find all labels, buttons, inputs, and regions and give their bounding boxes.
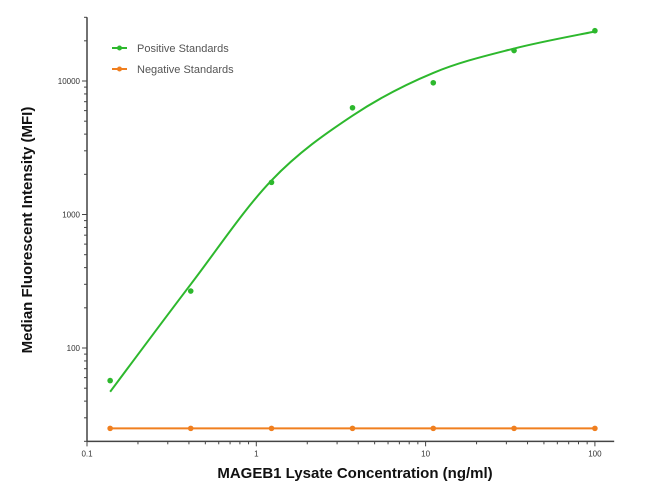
positive-fit-curve (109, 30, 596, 393)
positive-point (511, 47, 517, 54)
y-tick-label: 100 (67, 344, 81, 353)
y-tick-label: 10000 (58, 77, 81, 86)
positive-point (268, 179, 275, 186)
x-tick-label: 10 (421, 449, 430, 458)
negative-point (187, 425, 194, 432)
negative-point (107, 425, 113, 432)
legend-negative-marker (117, 66, 122, 72)
negative-point (430, 425, 437, 432)
negative-point (349, 425, 356, 432)
negative-point (511, 425, 517, 432)
legend-negative-label: Negative Standards (137, 64, 234, 76)
x-tick-label: 0.1 (81, 449, 93, 458)
axes: 0.1 1 10 100 100 1000 10000 (58, 16, 615, 458)
positive-point (349, 104, 356, 111)
positive-point (592, 27, 598, 34)
legend: Positive Standards Negative Standards (112, 43, 234, 76)
positive-point (430, 79, 437, 86)
legend-positive-marker (117, 45, 122, 51)
legend-positive-label: Positive Standards (137, 43, 229, 55)
marks (107, 27, 598, 432)
y-tick-label: 1000 (62, 211, 80, 220)
positive-point (107, 377, 113, 384)
x-tick-label: 100 (588, 449, 602, 458)
negative-point (592, 425, 598, 432)
negative-point (268, 425, 275, 432)
x-axis-label: MAGEB1 Lysate Concentration (ng/ml) (217, 465, 492, 482)
y-axis-label: Median Fluorescent Intensity (MFI) (19, 107, 36, 354)
x-tick-label: 1 (254, 449, 259, 458)
positive-point (187, 288, 194, 294)
